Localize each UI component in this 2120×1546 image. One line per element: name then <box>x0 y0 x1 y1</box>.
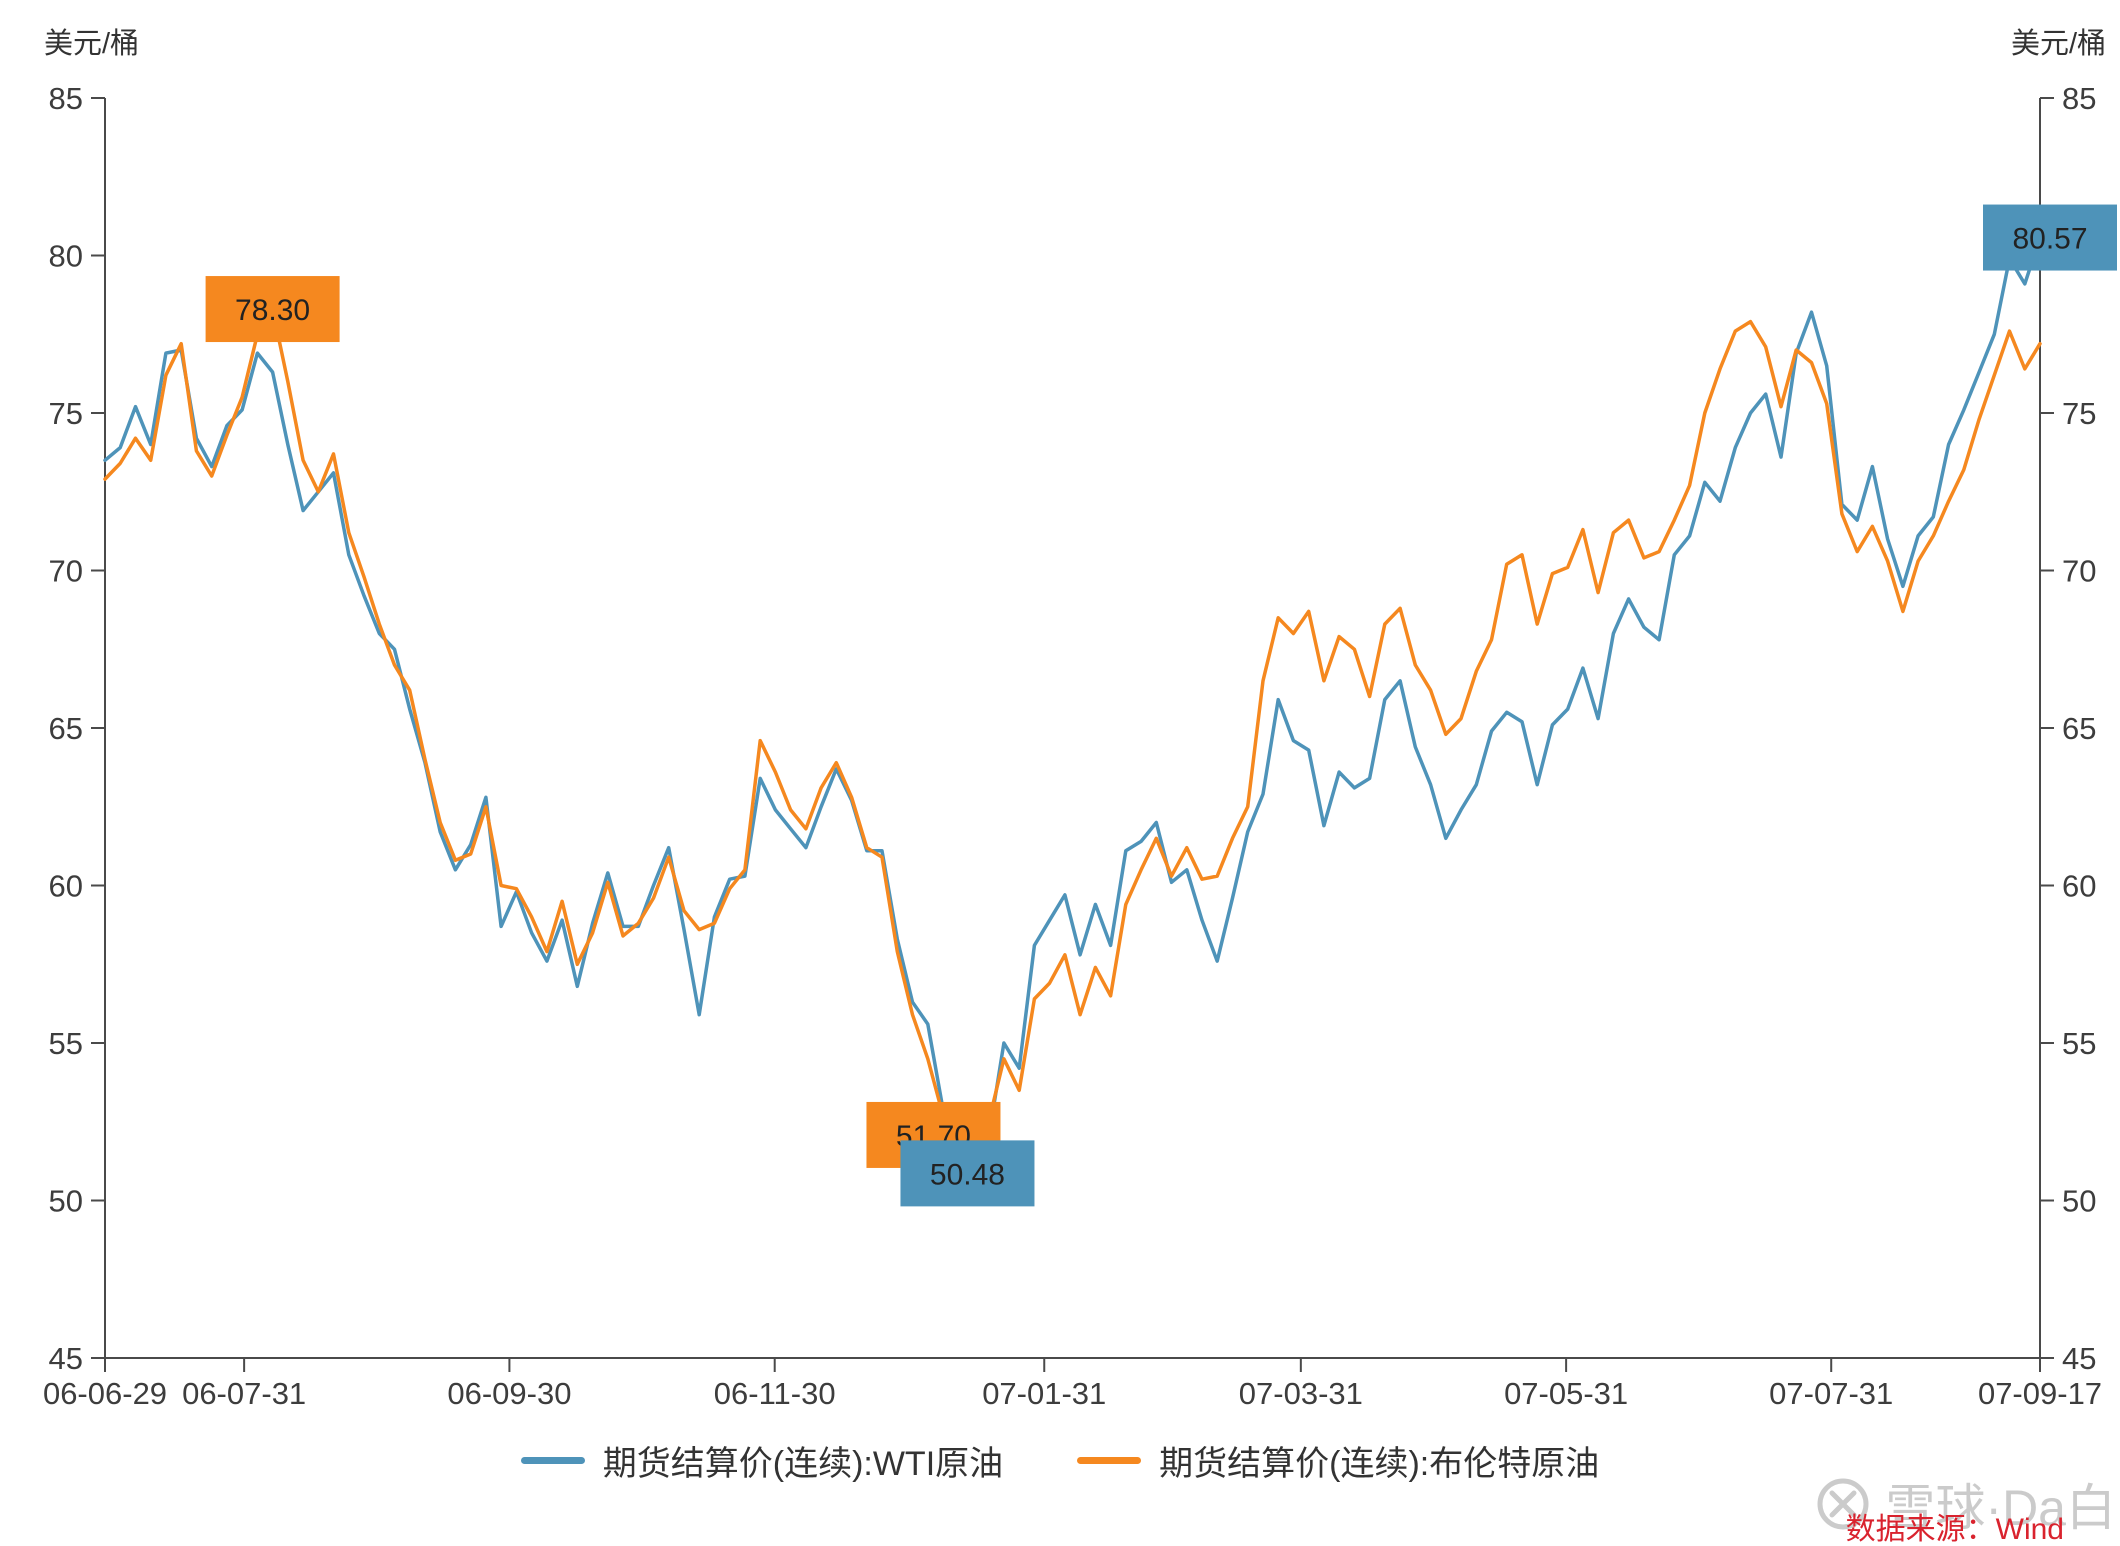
x-tick-label: 07-03-31 <box>1239 1376 1363 1411</box>
brent-line <box>103 307 2042 1149</box>
y-tick-label-right: 55 <box>2062 1026 2096 1061</box>
y-tick-label-left: 80 <box>49 239 83 274</box>
wti-line <box>103 235 2042 1188</box>
x-tick-label: 06-07-31 <box>182 1376 306 1411</box>
xueqiu-logo-icon <box>1815 1476 1871 1532</box>
legend-item-brent: 期货结算价(连续):布伦特原油 <box>1077 1436 1599 1485</box>
y-tick-label-left: 75 <box>49 396 83 431</box>
x-tick-label: 07-05-31 <box>1504 1376 1628 1411</box>
x-tick-label: 07-09-17 <box>1978 1376 2102 1411</box>
annotation-label-80.57: 80.57 <box>2012 223 2087 256</box>
annotation-label-50.48: 50.48 <box>930 1158 1005 1191</box>
y-tick-label-right: 75 <box>2062 396 2096 431</box>
watermark: 雪球·Da白 <box>1815 1468 2116 1540</box>
x-tick-label: 06-11-30 <box>714 1376 836 1411</box>
y-tick-label-left: 70 <box>49 554 83 589</box>
data-source-label: 数据来源：Wind <box>1845 1513 2064 1546</box>
legend-item-wti: 期货结算价(连续):WTI原油 <box>520 1436 1004 1485</box>
y-tick-label-right: 45 <box>2062 1341 2096 1376</box>
x-tick-label: 06-09-30 <box>447 1376 571 1411</box>
y-tick-label-left: 85 <box>49 81 83 116</box>
y-tick-label-right: 85 <box>2062 81 2096 116</box>
annotation-box-50.48 <box>900 1140 1035 1207</box>
y-tick-label-left: 65 <box>49 711 83 746</box>
legend-label-wti: 期货结算价(连续):WTI原油 <box>602 1445 1004 1483</box>
annotation-label-78.30: 78.30 <box>235 294 310 327</box>
y-tick-label-left: 50 <box>49 1184 83 1219</box>
legend-label-brent: 期货结算价(连续):布伦特原油 <box>1159 1445 1600 1483</box>
y-tick-label-left: 45 <box>49 1341 83 1376</box>
x-tick-label: 07-01-31 <box>982 1376 1106 1411</box>
x-tick-label: 07-07-31 <box>1769 1376 1893 1411</box>
annotation-box-78.30 <box>205 276 340 343</box>
legend-swatch-brent <box>1077 1457 1142 1464</box>
legend-swatch-wti <box>520 1457 585 1464</box>
y-tick-label-right: 60 <box>2062 869 2096 904</box>
y-tick-label-right: 70 <box>2062 554 2096 589</box>
watermark-text: 雪球·Da白 <box>1885 1480 2116 1536</box>
chart-legend: 期货结算价(连续):WTI原油 期货结算价(连续):布伦特原油 <box>0 1436 2120 1485</box>
y-tick-label-right: 50 <box>2062 1184 2096 1219</box>
x-tick-label: 06-06-29 <box>43 1376 167 1411</box>
y-tick-label-right: 65 <box>2062 711 2096 746</box>
y-axis-unit-left: 美元/桶 <box>44 28 140 60</box>
annotation-box-80.57 <box>1983 204 2117 271</box>
y-tick-label-left: 55 <box>49 1026 83 1061</box>
y-tick-label-left: 60 <box>49 869 83 904</box>
plot-area: 45455050555560606565707075758080858506-0… <box>43 81 2117 1411</box>
y-axis-unit-right: 美元/桶 <box>2010 28 2106 60</box>
